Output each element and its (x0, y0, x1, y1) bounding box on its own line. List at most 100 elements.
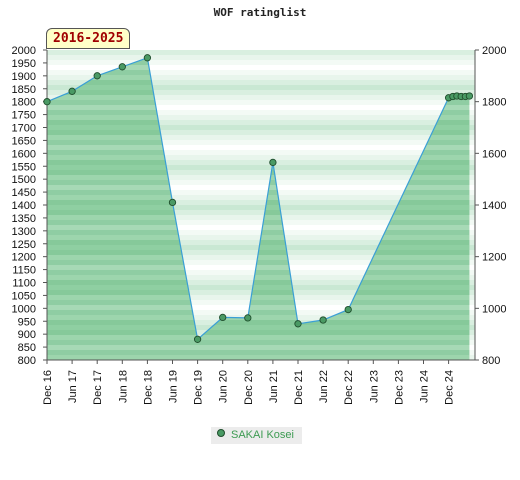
right-tick-label: 1600 (482, 148, 506, 160)
left-tick-label: 900 (18, 329, 36, 341)
left-tick-label: 1000 (12, 303, 36, 315)
x-tick-label: Dec 21 (293, 370, 305, 405)
period-tab: 2016-2025 (46, 28, 131, 49)
background-band (47, 155, 475, 160)
tick-labels: 2000195019001850180017501700165016001550… (12, 45, 507, 405)
left-tick-label: 1750 (12, 110, 36, 122)
left-tick-label: 1950 (12, 58, 36, 70)
x-tick-label: Dec 16 (42, 370, 54, 405)
x-tick-label: Jun 18 (117, 370, 129, 403)
left-tick-label: 950 (18, 316, 36, 328)
background-band (47, 170, 475, 175)
background-band (47, 70, 475, 75)
area-fill (47, 57, 470, 361)
background-band (47, 190, 475, 195)
background-band (47, 160, 475, 165)
background-band (47, 200, 475, 205)
left-tick-label: 1650 (12, 135, 36, 147)
left-tick-label: 1350 (12, 213, 36, 225)
left-tick-label: 850 (18, 342, 36, 354)
chart-title: WOF ratinglist (213, 6, 307, 19)
left-tick-label: 1800 (12, 97, 36, 109)
background-band (47, 135, 475, 140)
background-band (47, 120, 475, 125)
left-tick-label: 1450 (12, 187, 36, 199)
background-band (47, 125, 475, 130)
right-tick-label: 1200 (482, 252, 506, 264)
background-band (47, 105, 475, 110)
left-tick-label: 1250 (12, 239, 36, 251)
background-band (47, 180, 475, 185)
left-tick-label: 1550 (12, 161, 36, 173)
left-tick-label: 2000 (12, 45, 36, 57)
left-tick-label: 1300 (12, 226, 36, 238)
left-tick-label: 1900 (12, 71, 36, 83)
data-point (269, 158, 277, 167)
background-band (47, 185, 475, 190)
legend: SAKAI Kosei (211, 427, 302, 444)
data-point (143, 54, 152, 62)
right-tick-label: 1800 (482, 97, 506, 109)
legend-label: SAKAI Kosei (231, 429, 294, 441)
data-point (219, 313, 227, 322)
x-tick-label: Jun 24 (419, 370, 431, 403)
left-tick-label: 1150 (12, 265, 36, 277)
right-tick-label: 1000 (482, 303, 506, 315)
x-tick-label: Jun 17 (67, 370, 79, 403)
background-band (47, 225, 475, 230)
left-tick-label: 1100 (12, 278, 36, 290)
background-band (47, 165, 475, 170)
background-band (47, 110, 475, 115)
x-tick-label: Dec 23 (393, 370, 405, 405)
right-tick-label: 800 (482, 355, 500, 367)
data-point (294, 320, 302, 328)
background-band (47, 220, 475, 225)
legend-marker (217, 429, 225, 437)
background-band (47, 140, 475, 145)
left-tick-label: 1600 (12, 148, 36, 160)
x-tick-label: Dec 20 (243, 370, 255, 405)
data-point (344, 305, 352, 314)
background-band (47, 75, 475, 80)
x-tick-label: Jun 20 (218, 370, 230, 403)
background-band (47, 55, 475, 60)
background-band (47, 210, 475, 215)
background-band (47, 65, 475, 70)
background-band (47, 150, 475, 155)
data-point (118, 63, 126, 71)
background-band (47, 95, 475, 100)
left-tick-label: 1400 (12, 200, 36, 212)
data-points (43, 54, 474, 343)
background-band (47, 175, 475, 180)
left-tick-label: 1700 (12, 123, 36, 135)
data-point (68, 87, 76, 95)
background-band (47, 85, 475, 90)
background-band (47, 205, 475, 210)
data-point (319, 316, 327, 324)
data-point (93, 72, 101, 80)
x-tick-label: Dec 19 (193, 370, 205, 405)
x-tick-label: Jun 21 (268, 370, 280, 403)
background-band (47, 130, 475, 135)
background-band (47, 90, 475, 95)
background-band (47, 215, 475, 220)
x-tick-label: Dec 18 (142, 370, 154, 405)
background-band (47, 50, 475, 55)
x-tick-label: Jun 23 (368, 370, 380, 403)
left-tick-label: 1500 (12, 174, 36, 186)
data-point (168, 198, 177, 207)
background-band (47, 115, 475, 120)
x-tick-label: Dec 17 (92, 370, 104, 405)
x-tick-label: Dec 24 (444, 370, 456, 405)
x-tick-label: Dec 22 (343, 370, 355, 405)
background-band (47, 80, 475, 85)
background-band (47, 195, 475, 200)
right-tick-label: 1400 (482, 200, 506, 212)
left-tick-label: 1050 (12, 290, 36, 302)
x-tick-label: Jun 22 (318, 370, 330, 403)
x-tick-label: Jun 19 (168, 370, 180, 403)
background-band (47, 60, 475, 65)
left-tick-label: 800 (18, 355, 36, 367)
background-band (47, 100, 475, 105)
